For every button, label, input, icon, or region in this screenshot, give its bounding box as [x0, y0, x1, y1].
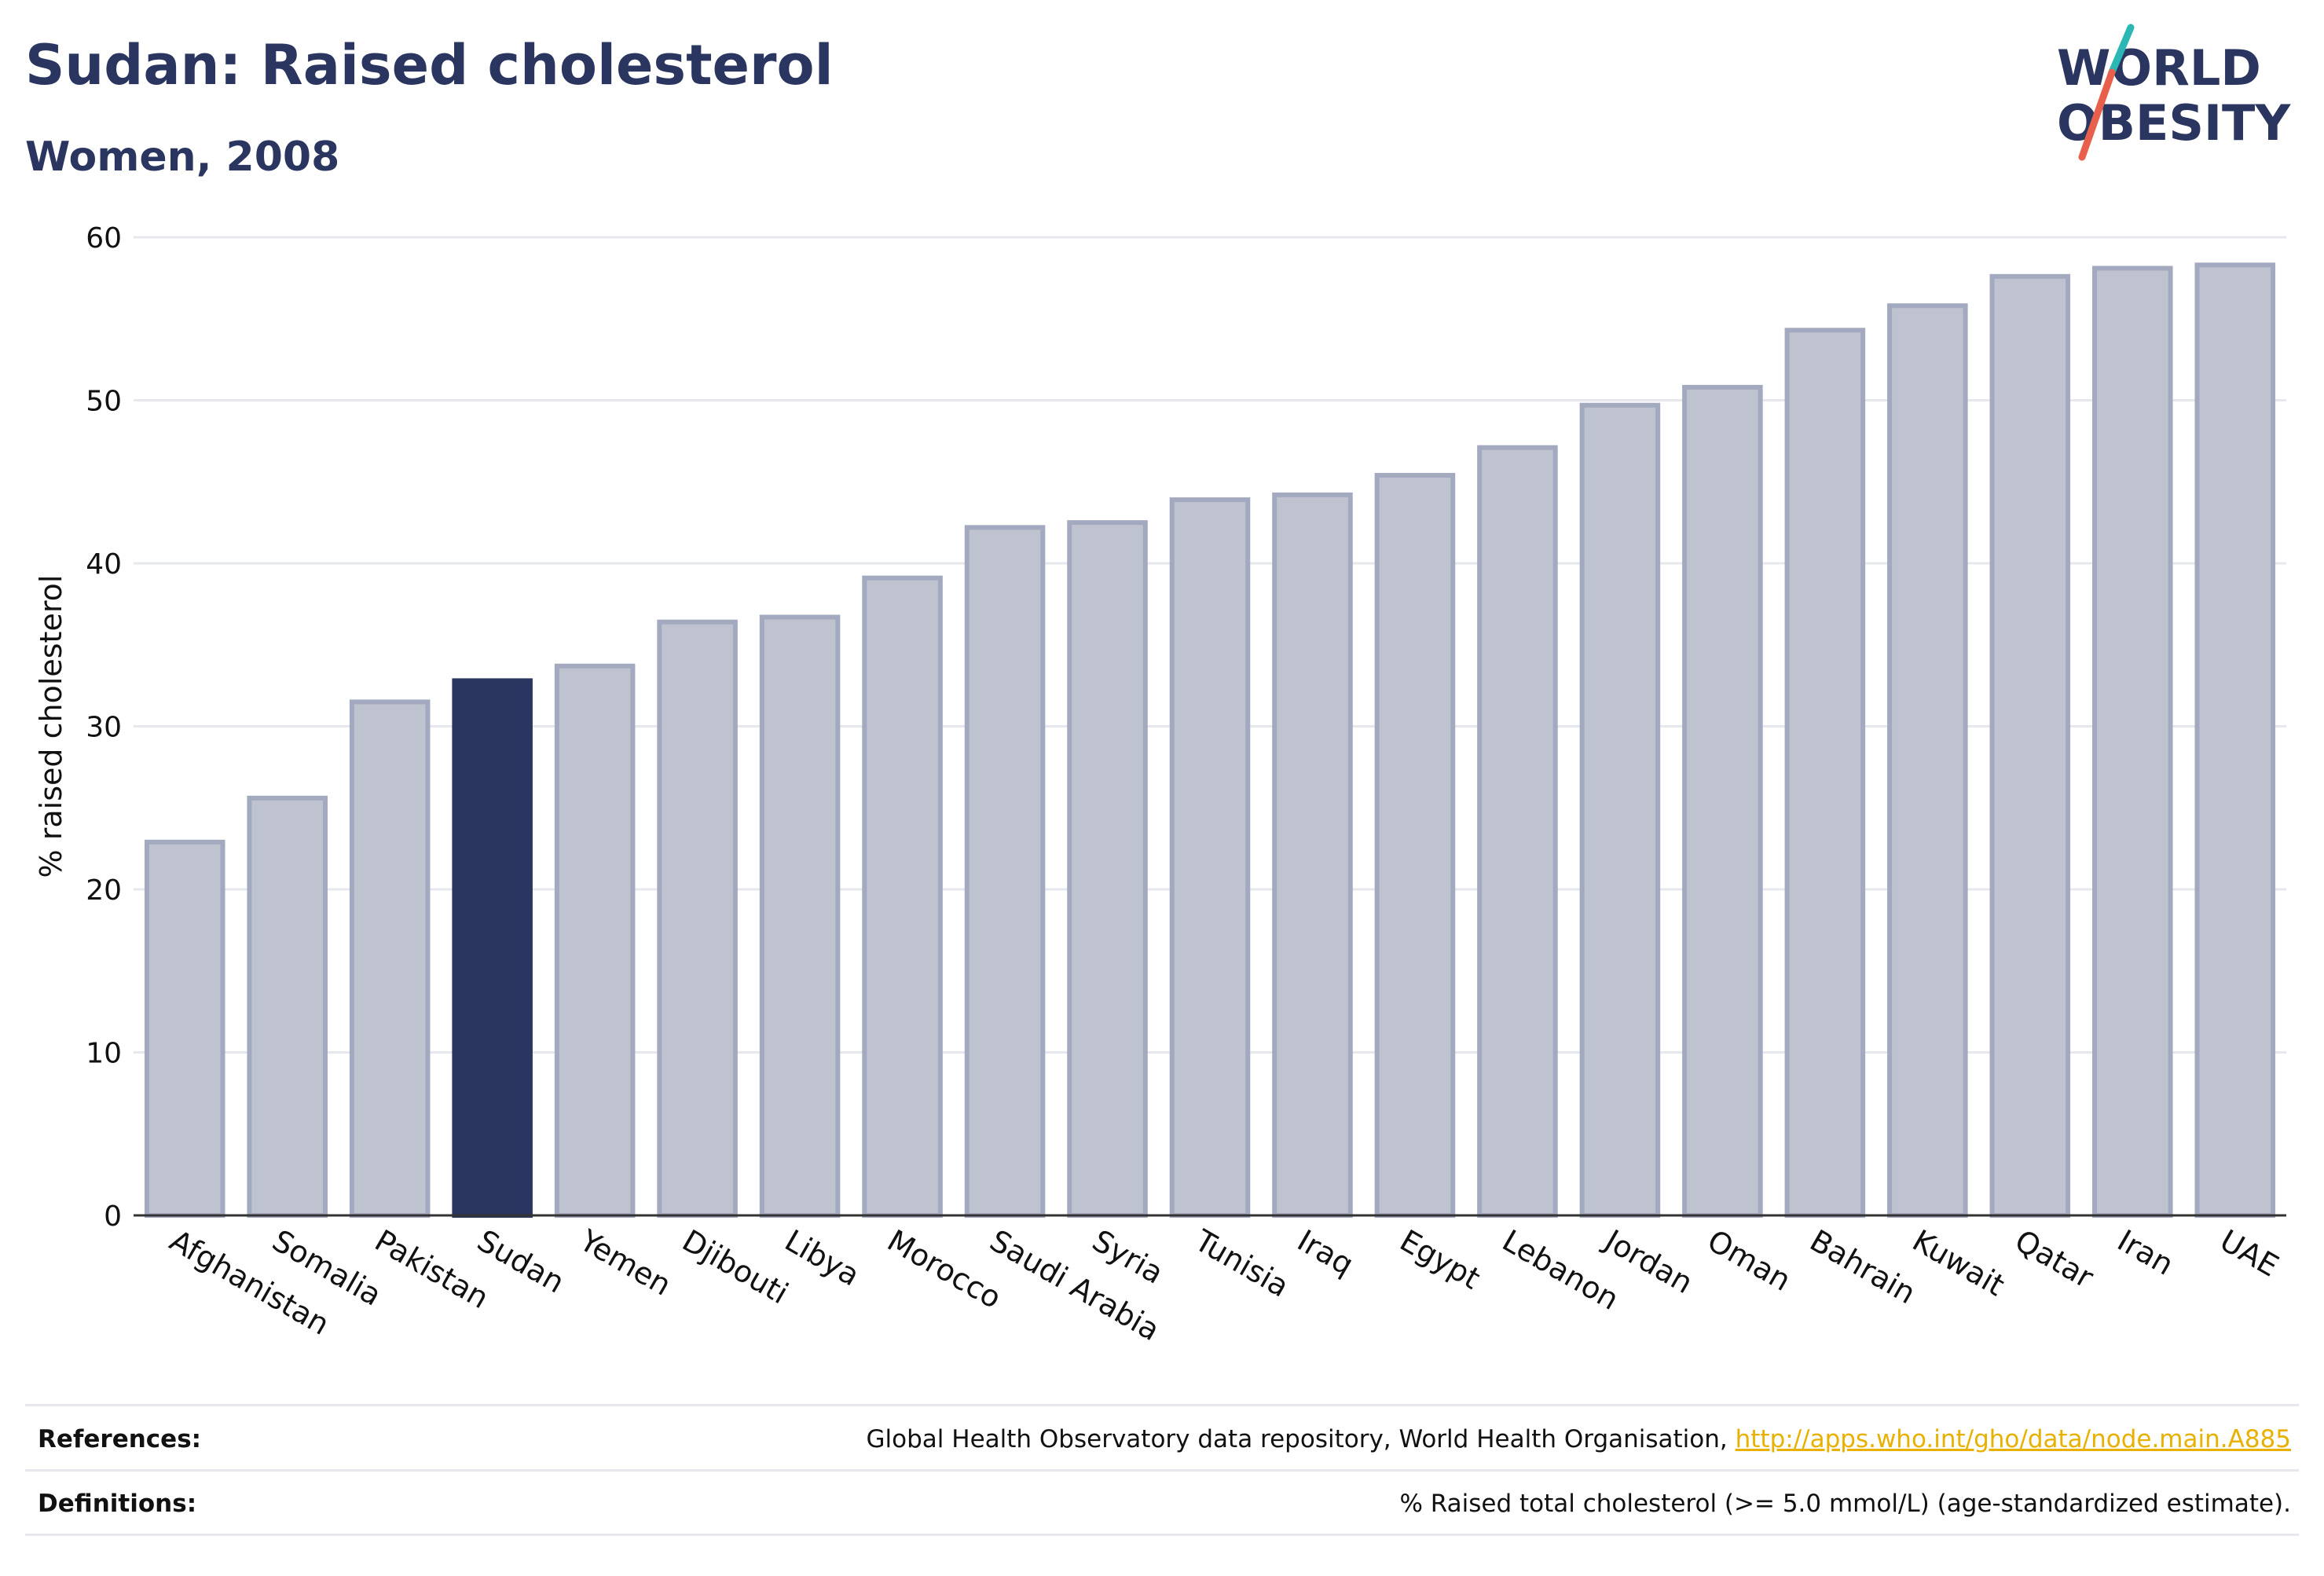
footer-divider-top	[25, 1404, 2299, 1406]
bar-uae[interactable]	[2194, 262, 2276, 1218]
bar-oman[interactable]	[1682, 384, 1763, 1218]
definitions-text: % Raised total cholesterol (>= 5.0 mmol/…	[1399, 1490, 2291, 1518]
bar-tunisia[interactable]	[1169, 497, 1251, 1218]
bar-morocco[interactable]	[862, 575, 943, 1218]
x-tick-label: Iran	[2112, 1223, 2179, 1282]
logo-slash-bottom	[2078, 68, 2116, 161]
bar-qatar[interactable]	[1989, 273, 2071, 1218]
footer-divider-middle	[25, 1469, 2299, 1472]
y-tick-label: 50	[86, 386, 122, 418]
bar-yemen[interactable]	[554, 663, 636, 1218]
bar-djibouti[interactable]	[657, 619, 738, 1218]
x-tick-label: UAE	[2214, 1223, 2284, 1284]
x-tick-label: Tunisia	[1189, 1222, 1295, 1304]
bar-egypt[interactable]	[1374, 472, 1456, 1218]
x-tick-label: Yemen	[574, 1222, 677, 1303]
references-text: Global Health Observatory data repositor…	[867, 1425, 2291, 1453]
references-source: Global Health Observatory data repositor…	[866, 1425, 1736, 1453]
references-link[interactable]: http://apps.who.int/gho/data/node.main.A…	[1735, 1425, 2291, 1453]
x-tick-label: Lebanon	[1497, 1223, 1625, 1317]
x-tick-label: Oman	[1702, 1223, 1797, 1298]
world-obesity-logo: WORLD OBESITY	[2057, 24, 2291, 161]
bar-chart: 0 10 20 30 40 50 60 AfghanistanSomaliaPakistan…	[34, 222, 2286, 1348]
x-tick-label: Kuwait	[1907, 1223, 2011, 1303]
y-axis-label: % raised cholesterol	[34, 575, 68, 878]
bar-saudi-arabia[interactable]	[964, 525, 1046, 1218]
bar-bahrain[interactable]	[1784, 328, 1866, 1218]
footer-divider-bottom	[25, 1534, 2299, 1536]
bar-jordan[interactable]	[1579, 402, 1661, 1218]
y-tick-label: 60	[86, 222, 122, 255]
x-tick-label: Bahrain	[1804, 1223, 1921, 1311]
bar-syria[interactable]	[1067, 520, 1148, 1218]
bar-somalia[interactable]	[247, 795, 328, 1218]
bars	[144, 262, 2276, 1218]
y-tick-label: 30	[86, 712, 122, 744]
x-tick-label: Egypt	[1394, 1223, 1486, 1296]
x-tick-label: Morocco	[882, 1223, 1007, 1316]
references-label: References:	[38, 1425, 202, 1453]
chart-title: Sudan: Raised cholesterol	[25, 33, 834, 97]
chart-subtitle: Women, 2008	[25, 134, 340, 181]
logo-line-world: WORLD	[2057, 39, 2261, 97]
bar-sudan[interactable]	[452, 678, 533, 1218]
bar-kuwait[interactable]	[1887, 303, 1968, 1218]
y-tick-label: 40	[86, 548, 122, 581]
logo-slash-top	[2108, 24, 2135, 76]
x-tick-label: Saudi Arabia	[984, 1223, 1166, 1348]
y-axis-ticks: 0 10 20 30 40 50 60	[86, 222, 122, 1233]
bar-libya[interactable]	[759, 614, 841, 1218]
bar-lebanon[interactable]	[1477, 445, 1558, 1218]
y-tick-label: 0	[104, 1200, 122, 1233]
definitions-label: Definitions:	[38, 1490, 197, 1518]
x-tick-label: Djibouti	[676, 1223, 794, 1311]
y-tick-label: 20	[86, 874, 122, 907]
x-tick-label: Qatar	[2009, 1223, 2099, 1296]
bar-afghanistan[interactable]	[144, 839, 225, 1218]
x-tick-label: Iraq	[1292, 1223, 1359, 1282]
bar-pakistan[interactable]	[349, 699, 431, 1218]
x-tick-label: Pakistan	[369, 1223, 495, 1316]
y-tick-label: 10	[86, 1038, 122, 1070]
bar-iran[interactable]	[2092, 266, 2173, 1218]
bar-iraq[interactable]	[1272, 492, 1353, 1218]
